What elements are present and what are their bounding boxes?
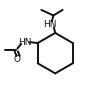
Text: O: O xyxy=(14,55,21,64)
Text: HN: HN xyxy=(18,38,32,47)
Text: HN: HN xyxy=(43,20,56,29)
